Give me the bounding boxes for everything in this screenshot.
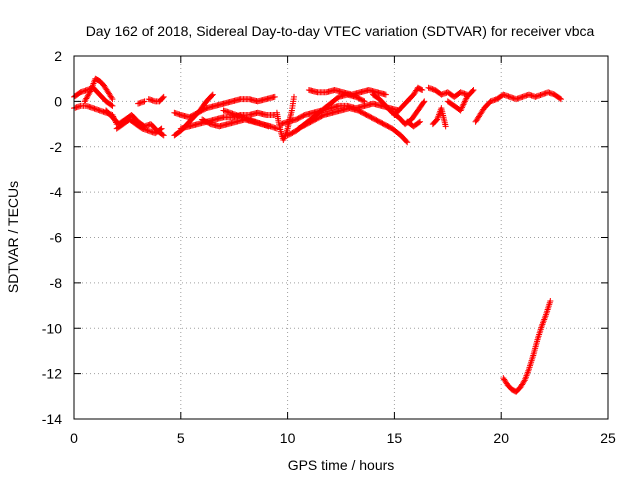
data-point [360,97,367,104]
data-point [420,99,427,106]
series-track-w [444,87,477,114]
y-axis-label: SDTVAR / TECUs [5,181,21,293]
x-tick-label: 5 [177,430,185,446]
data-point [433,117,440,124]
data-point [87,88,94,95]
x-tick-label: 10 [280,430,296,446]
data-point [404,139,411,146]
y-tick-label: -4 [50,184,63,200]
data-point [108,102,115,109]
data-point [403,138,410,145]
data-point [421,98,428,105]
data-point [265,123,272,130]
data-point [442,123,449,130]
data-point [109,102,116,109]
data-point [291,93,298,100]
series-track-t [404,118,424,130]
y-tick-label: -8 [50,275,63,291]
data-point [419,87,426,94]
y-tick-label: -6 [50,230,63,246]
data-point [417,118,424,125]
series-track-s [391,84,426,118]
data-point [382,91,389,98]
series-track-q [305,87,389,98]
x-tick-label: 25 [600,430,616,446]
data-point [547,298,554,305]
data-point [520,378,527,385]
series-track-e [113,116,165,137]
data-point [159,94,166,101]
data-point [469,88,476,95]
data-point [109,96,116,103]
series-track-g [135,98,148,107]
series-track-p [295,105,411,146]
data-point [418,86,425,93]
x-tick-label: 0 [70,430,78,446]
y-tick-label: -10 [42,320,62,336]
data-point [415,119,422,126]
series-track-r [370,91,428,128]
y-tick-label: -14 [42,411,62,427]
data-point [470,87,477,94]
y-tick-label: 2 [54,48,62,64]
series-track-x [472,89,565,125]
series-track-u [425,84,471,100]
data-point [160,132,167,139]
data-point [158,125,165,132]
data-point [157,126,164,133]
x-tick-label: 15 [387,430,403,446]
chart-title: Day 162 of 2018, Sidereal Day-to-day VTE… [86,23,595,39]
data-point [108,94,115,101]
y-tick-label: 0 [54,93,62,109]
data-point [160,93,167,100]
series-track-y [500,298,554,395]
series-track-n [278,100,402,128]
data-points-layer [71,75,565,395]
data-point [273,125,280,132]
series-track-c [81,75,116,105]
series-track-v [429,105,449,130]
data-point [208,92,215,99]
data-point [556,95,563,102]
plot-frame [73,55,609,420]
series-track-l [220,107,272,130]
data-point [271,93,278,100]
data-point [558,96,565,103]
data-point [209,91,216,98]
data-point [159,131,166,138]
y-tick-label: -12 [42,366,62,382]
x-tick-label: 20 [493,430,509,446]
data-point [361,98,368,105]
x-axis-label: GPS time / hours [288,457,395,473]
series-track-f [145,93,167,105]
data-point [141,98,148,105]
y-tick-label: -2 [50,139,63,155]
